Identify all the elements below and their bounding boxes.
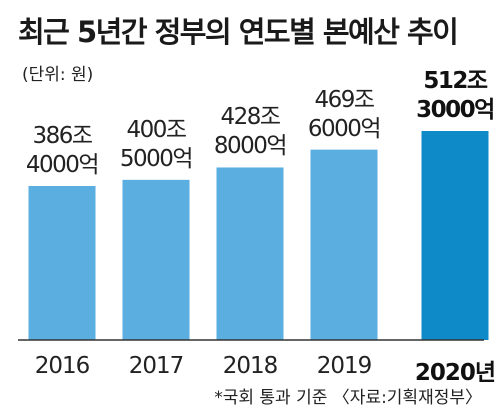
value-label-2017: 400조 5000억 (106, 116, 206, 174)
bars-group (28, 131, 489, 340)
value-label-jo: 400조 (126, 116, 187, 143)
value-label-eok: 6000억 (307, 115, 382, 142)
x-tick-label: 2018 (222, 353, 279, 379)
x-tick-label: 2016 (34, 353, 91, 379)
value-label-eok: 5000억 (119, 145, 194, 172)
value-label-2018: 428조 8000억 (200, 103, 300, 161)
x-tick-label: 2020년 (414, 360, 496, 386)
value-label-jo: 469조 (314, 86, 375, 113)
bar-2016 (28, 186, 96, 340)
bar-2020년 (421, 131, 489, 340)
value-label-jo: 386조 (32, 123, 93, 149)
value-label-2019: 469조 6000억 (294, 86, 394, 144)
value-label-2016: 386조 4000억 (12, 122, 112, 180)
value-label-eok: 3000억 (416, 97, 495, 123)
bar-2019 (310, 149, 378, 340)
value-label-eok: 4000억 (25, 152, 100, 178)
unit-note: (단위: 원) (22, 65, 94, 85)
value-label-jo: 428조 (220, 104, 281, 131)
x-tick-label: 2019 (316, 353, 373, 379)
bar-2018 (216, 167, 284, 340)
value-label-eok: 8000억 (213, 133, 288, 160)
source-footnote: *국회 통과 기준 〈자료:기획재정부〉 (214, 388, 482, 408)
bar-2017 (122, 179, 190, 340)
chart-title: 최근 5년간 정부의 연도별 본예산 추이 (18, 15, 459, 49)
value-label-jo: 512조 (423, 68, 488, 94)
value-label-2020년: 512조 3000억 (405, 67, 500, 125)
x-tick-label: 2017 (128, 353, 185, 379)
